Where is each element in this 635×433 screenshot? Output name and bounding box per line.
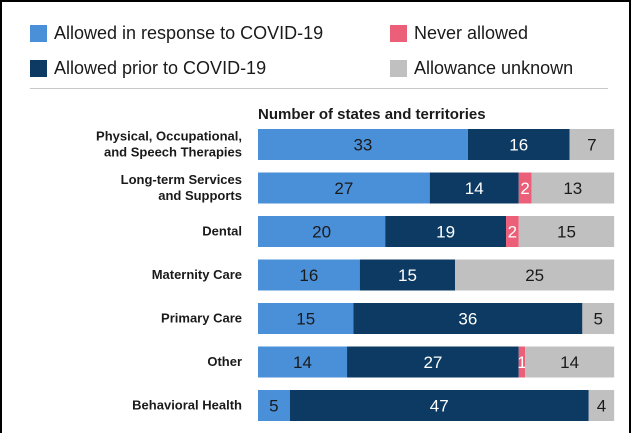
category-label: Physical, Occupational, and Speech Therap… (96, 129, 242, 160)
category-label: Dental (202, 224, 242, 239)
bar-segment (429, 172, 519, 204)
bar-segment (588, 390, 615, 421)
bar-segment (455, 259, 615, 291)
data-label: 20 (312, 223, 331, 242)
bar-segment (582, 303, 615, 334)
bar-segment (258, 346, 348, 378)
bar-segment (531, 172, 615, 204)
data-label: 5 (269, 397, 278, 416)
data-label: 7 (587, 136, 596, 155)
data-label: 15 (398, 266, 417, 285)
legend-swatch-prior (30, 60, 47, 77)
bar-segment (258, 216, 386, 247)
legend-swatch-unknown (390, 60, 407, 77)
data-label: 19 (436, 223, 455, 242)
data-label: 2 (520, 179, 529, 198)
legend-swatch-covid (30, 25, 47, 42)
data-label: 2 (508, 223, 517, 242)
bar-segment (569, 129, 615, 160)
legend-item-unknown: Allowance unknown (390, 58, 573, 79)
bar-segment (347, 346, 519, 378)
data-label: 47 (430, 397, 449, 416)
data-label: 14 (465, 179, 484, 198)
legend-label-unknown: Allowance unknown (414, 58, 574, 78)
category-label: Maternity Care (152, 267, 242, 282)
category-label: Behavioral Health (132, 398, 242, 413)
legend-label-covid: Allowed in response to COVID-19 (54, 23, 324, 43)
bar-segment (467, 129, 570, 160)
data-label: 4 (597, 397, 606, 416)
data-label: 27 (423, 353, 442, 372)
bar-segment (506, 216, 519, 247)
data-label: 33 (353, 136, 372, 155)
bar-segment (525, 346, 615, 378)
chart-title: Number of states and territories (258, 106, 486, 123)
data-label: 1 (517, 353, 526, 372)
category-label: Other (207, 354, 242, 369)
data-label: 36 (458, 310, 477, 329)
bar-segment (258, 129, 468, 160)
data-label: 13 (563, 179, 582, 198)
legend-item-never: Never allowed (390, 23, 528, 44)
data-label: 16 (509, 136, 528, 155)
data-label: 5 (594, 310, 603, 329)
bar-segment (353, 303, 583, 334)
bar-segment (258, 390, 290, 421)
legend-swatch-never (390, 25, 407, 42)
bar-segment (289, 390, 589, 421)
data-label: 25 (525, 266, 544, 285)
bar-segment (359, 259, 456, 291)
data-label: 15 (557, 223, 576, 242)
legend-label-prior: Allowed prior to COVID-19 (54, 58, 267, 78)
data-label: 16 (299, 266, 318, 285)
bar-segment (518, 216, 615, 247)
bar-segment (258, 259, 360, 291)
bar-segment (385, 216, 507, 247)
data-label: 27 (334, 179, 353, 198)
category-label: Primary Care (161, 311, 242, 326)
bar-segment (518, 346, 526, 378)
data-label: 15 (296, 310, 315, 329)
legend-label-never: Never allowed (414, 23, 529, 43)
data-label: 14 (560, 353, 579, 372)
bar-segment (258, 303, 354, 334)
data-label: 14 (293, 353, 312, 372)
bar-segment (518, 172, 532, 204)
legend-item-prior: Allowed prior to COVID-19 (30, 58, 266, 79)
legend-divider (30, 88, 608, 89)
category-label: Long-term Services and Supports (121, 172, 242, 203)
legend-item-covid: Allowed in response to COVID-19 (30, 23, 323, 44)
bar-segment (258, 172, 430, 204)
